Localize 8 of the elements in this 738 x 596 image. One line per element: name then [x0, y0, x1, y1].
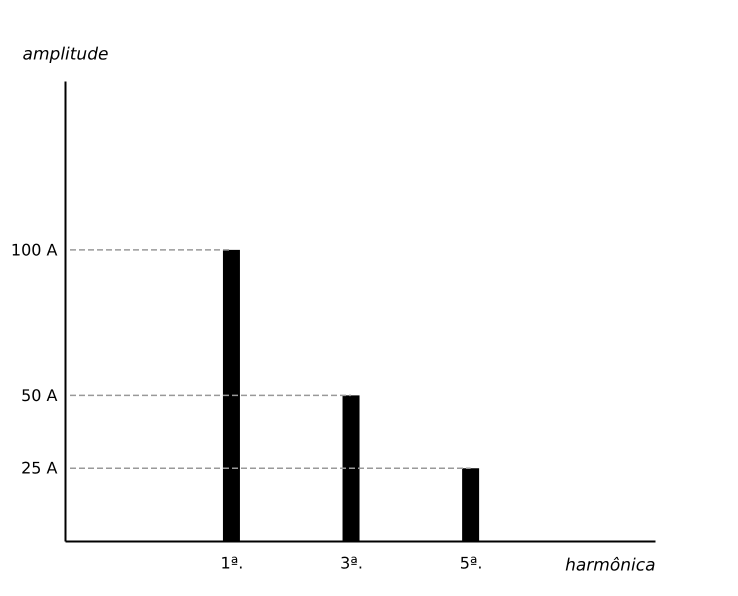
x-tick-label: 5ª. — [460, 554, 483, 572]
y-tick-label: 100 A — [10, 240, 58, 260]
x-axis-title: harmônica — [565, 556, 656, 576]
y-axis-title: amplitude — [22, 44, 108, 64]
x-tick-label: 3ª. — [340, 554, 363, 572]
y-tick-label: 50 A — [21, 386, 58, 405]
y-tick-label: 25 A — [21, 458, 58, 478]
x-tick-label: 1ª. — [220, 554, 244, 572]
